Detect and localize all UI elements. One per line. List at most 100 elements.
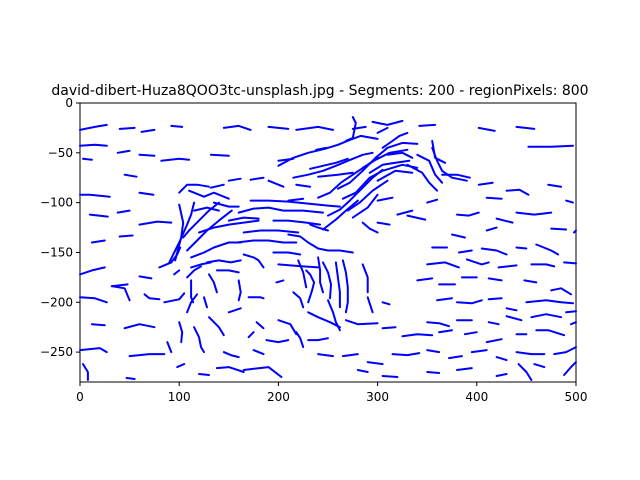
segment-line	[79, 143, 108, 147]
segment-line	[317, 353, 334, 358]
segment-line	[79, 296, 108, 304]
segment-line	[535, 329, 566, 337]
plot-area	[79, 102, 577, 383]
segment-line	[391, 352, 421, 357]
segment-line	[176, 363, 186, 369]
segment-line	[456, 299, 483, 305]
segment-line	[495, 356, 508, 362]
segment-line	[485, 338, 503, 344]
segment-line	[79, 123, 108, 131]
segment-line	[90, 239, 106, 244]
segment-line	[477, 126, 496, 132]
segment-line	[463, 331, 478, 336]
segment-line	[361, 263, 369, 294]
segment-line	[79, 347, 108, 354]
segment-line	[351, 193, 379, 219]
segment-line	[143, 293, 161, 301]
segment-line	[287, 197, 305, 202]
segment-line	[448, 355, 463, 360]
segment-line	[406, 163, 439, 192]
segment-line	[525, 299, 574, 305]
x-tick-label: 0	[76, 390, 84, 404]
segment-line	[426, 321, 450, 328]
segment-line	[118, 234, 134, 238]
segment-line	[416, 277, 434, 282]
segment-line	[295, 125, 334, 131]
segment-line	[505, 188, 530, 196]
segment-line	[208, 316, 225, 337]
segment-line	[361, 221, 379, 234]
segment-line	[295, 183, 312, 188]
segment-line	[123, 323, 156, 330]
segment-line	[530, 313, 563, 319]
segment-line	[168, 201, 196, 264]
segment-line	[90, 323, 106, 327]
y-tick-label: −250	[40, 345, 73, 359]
segment-line	[79, 193, 111, 198]
segment-line	[523, 279, 538, 284]
segment-line	[426, 261, 460, 269]
segment-line	[426, 371, 441, 374]
segment-line	[227, 216, 260, 222]
segment-line	[292, 291, 305, 309]
segment-line	[255, 321, 265, 330]
segment-line	[237, 279, 242, 302]
segment-line	[487, 277, 503, 282]
segment-line	[242, 366, 283, 378]
segment-line	[265, 339, 290, 344]
segment-line	[249, 199, 341, 208]
segment-line	[381, 131, 409, 149]
segment-line	[138, 153, 156, 157]
segment-line	[317, 156, 379, 199]
segment-line	[206, 259, 242, 264]
segment-line	[163, 292, 186, 304]
segment-line	[82, 363, 89, 381]
x-tick-label: 300	[366, 390, 389, 404]
segment-line	[138, 220, 173, 226]
segment-line	[470, 349, 488, 354]
segment-line	[376, 221, 391, 226]
segment-line	[166, 341, 173, 354]
segment-line	[570, 321, 577, 326]
segment-line	[336, 141, 419, 190]
segment-line	[116, 149, 131, 154]
chart-title: david-dibert-Huza8QOO3tc-unsplash.jpg - …	[51, 83, 588, 99]
segment-line	[515, 125, 536, 130]
segment-line	[140, 128, 156, 133]
segment-line	[451, 233, 466, 239]
segment-line	[249, 176, 265, 181]
y-tick-label: −50	[48, 146, 73, 160]
segment-line	[386, 151, 414, 159]
segment-line	[215, 366, 245, 373]
segment-line	[178, 321, 184, 344]
segment-line	[272, 219, 322, 226]
segment-line	[222, 351, 240, 359]
segment-line	[212, 201, 240, 208]
segment-line	[346, 179, 389, 212]
segment-line	[465, 258, 490, 266]
x-tick-label: 200	[267, 390, 290, 404]
segment-line	[158, 246, 182, 269]
segment-line	[438, 329, 453, 334]
segment-line	[138, 275, 153, 280]
segment-line	[190, 261, 212, 269]
x-tick-label: 400	[465, 390, 488, 404]
segment-line	[457, 249, 473, 254]
x-tick-label: 500	[565, 390, 588, 404]
segment-line	[550, 227, 568, 231]
segment-line	[344, 319, 379, 326]
segment-line	[227, 307, 242, 314]
segment-line	[381, 375, 399, 378]
segment-line	[366, 361, 384, 366]
segment-line	[188, 189, 205, 198]
segment-line	[485, 226, 498, 232]
segment-line	[341, 353, 359, 358]
segment-line	[305, 269, 316, 304]
plot-frame	[79, 102, 577, 383]
segment-line	[307, 311, 341, 329]
segment-line	[111, 285, 131, 302]
segment-line	[406, 214, 427, 221]
segment-line	[371, 119, 404, 126]
segment-line	[203, 191, 230, 200]
